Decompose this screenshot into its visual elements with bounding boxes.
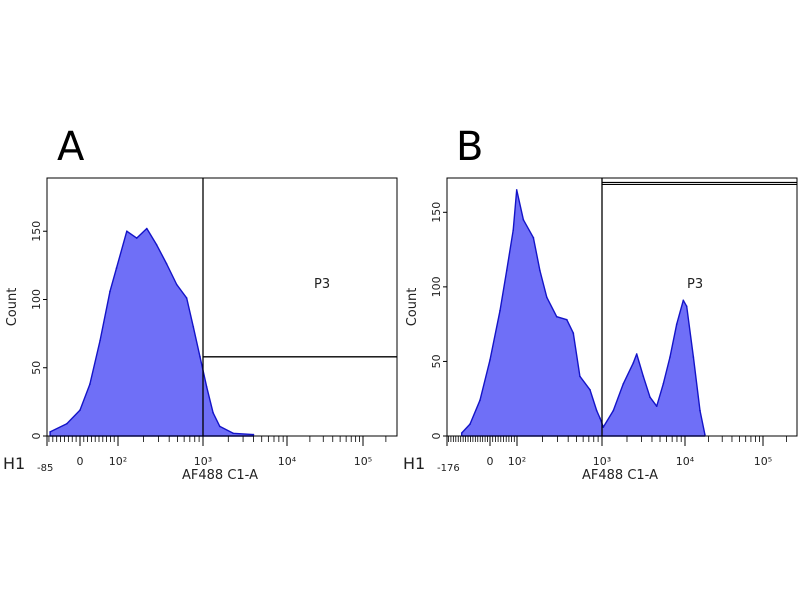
histogram-point bbox=[66, 422, 68, 425]
histogram-point bbox=[212, 412, 214, 414]
histogram-area bbox=[49, 227, 255, 437]
panel-label: B bbox=[456, 124, 483, 170]
histogram-point bbox=[612, 409, 615, 412]
histogram-point bbox=[89, 383, 91, 385]
histogram-point bbox=[566, 318, 568, 321]
y-tick-label: 50 bbox=[30, 361, 43, 375]
x-tick-label: 10³ bbox=[194, 455, 212, 468]
histogram-point bbox=[532, 236, 535, 239]
histogram-point bbox=[146, 227, 148, 230]
histogram-point bbox=[682, 299, 685, 302]
histogram-point bbox=[489, 359, 491, 361]
y-tick-label: 0 bbox=[430, 433, 443, 440]
x-axis-label: AF488 C1-A bbox=[182, 468, 258, 483]
histogram-point bbox=[479, 399, 481, 402]
plot-frame bbox=[46, 177, 398, 437]
panel-label: A bbox=[57, 124, 85, 170]
gate-p3: P3 bbox=[601, 178, 797, 436]
x-tick-label: 10³ bbox=[593, 455, 611, 468]
histogram-point bbox=[115, 267, 118, 269]
histogram-point bbox=[675, 323, 678, 326]
histogram-point bbox=[232, 432, 234, 435]
histogram-point bbox=[49, 431, 51, 433]
histogram-point bbox=[602, 426, 605, 428]
histogram-point bbox=[589, 389, 591, 391]
histogram-point bbox=[632, 362, 635, 364]
histogram-point bbox=[685, 305, 688, 308]
histogram-point bbox=[199, 356, 201, 358]
histogram-point bbox=[185, 297, 188, 299]
histogram-point bbox=[135, 237, 138, 239]
y-tick-label: 0 bbox=[30, 433, 43, 440]
plot-frame bbox=[446, 177, 798, 437]
x-tick-label: 0 bbox=[77, 455, 84, 468]
histogram-point bbox=[505, 269, 508, 272]
x-min-label: -176 bbox=[437, 463, 460, 474]
histogram-point bbox=[469, 423, 471, 425]
x-tick-label: 10² bbox=[109, 455, 127, 468]
histogram-point bbox=[192, 326, 195, 328]
histogram-point bbox=[662, 383, 665, 385]
histogram-point bbox=[595, 409, 598, 412]
histogram-point bbox=[165, 263, 168, 265]
gate-label: P3 bbox=[314, 277, 330, 292]
x-tick-label: 10⁵ bbox=[354, 455, 372, 468]
histogram-point bbox=[555, 315, 558, 318]
histogram-point bbox=[655, 405, 658, 408]
histogram-point bbox=[155, 244, 158, 246]
histogram-name: H1 bbox=[403, 454, 425, 473]
histogram-point bbox=[572, 332, 575, 334]
histogram-point bbox=[669, 356, 671, 358]
histogram-point bbox=[546, 296, 548, 299]
panel-b: B P3 0 50 100 150 Count 0 10² 10³ 10⁴ 10⁵ -176 H1 AF48… bbox=[403, 124, 798, 483]
x-tick-label: 10⁴ bbox=[278, 455, 297, 468]
y-axis-label: Count bbox=[405, 288, 420, 327]
histogram-point bbox=[642, 375, 645, 378]
histogram-point bbox=[499, 309, 501, 312]
panel-a: A P3 0 50 100 150 Count 0 10² 10³ 10⁴ 10⁵ -85 H1 AF488… bbox=[3, 124, 398, 483]
histogram-point bbox=[126, 230, 128, 232]
histogram-point bbox=[99, 339, 101, 342]
x-tick-label: 10² bbox=[508, 455, 526, 468]
y-axis-label: Count bbox=[5, 288, 20, 327]
histogram-point bbox=[515, 189, 518, 191]
y-tick-label: 150 bbox=[30, 221, 43, 242]
histogram-point bbox=[699, 409, 701, 412]
y-tick-label: 100 bbox=[30, 289, 43, 310]
x-tick-label: 10⁴ bbox=[676, 455, 695, 468]
gate-p3: P3 bbox=[202, 178, 397, 436]
histogram-point bbox=[522, 219, 525, 221]
histogram-point bbox=[460, 432, 463, 434]
y-tick-label: 50 bbox=[430, 354, 443, 368]
x-min-label: -85 bbox=[37, 463, 53, 474]
histogram-point bbox=[704, 433, 706, 436]
histogram-point bbox=[175, 283, 178, 286]
histogram-point bbox=[692, 356, 695, 358]
histogram-point bbox=[219, 425, 221, 428]
histogram-point bbox=[512, 229, 514, 231]
gate-label: P3 bbox=[687, 277, 703, 292]
histogram-point bbox=[109, 290, 111, 293]
histogram-point bbox=[252, 433, 255, 436]
histogram-point bbox=[539, 269, 541, 272]
x-axis-label: AF488 C1-A bbox=[582, 468, 658, 483]
histogram-name: H1 bbox=[3, 454, 25, 473]
histogram-area bbox=[461, 189, 706, 437]
histogram-point bbox=[635, 353, 638, 355]
histogram-point bbox=[205, 386, 208, 388]
histogram-point bbox=[79, 409, 81, 411]
histogram-point bbox=[649, 396, 651, 399]
histogram-point bbox=[579, 375, 581, 378]
x-tick-label: 0 bbox=[487, 455, 494, 468]
y-tick-label: 100 bbox=[430, 276, 443, 297]
y-tick-label: 150 bbox=[430, 202, 443, 223]
histogram-point bbox=[599, 417, 601, 419]
x-tick-label: 10⁵ bbox=[754, 455, 772, 468]
histogram-point bbox=[622, 383, 625, 385]
